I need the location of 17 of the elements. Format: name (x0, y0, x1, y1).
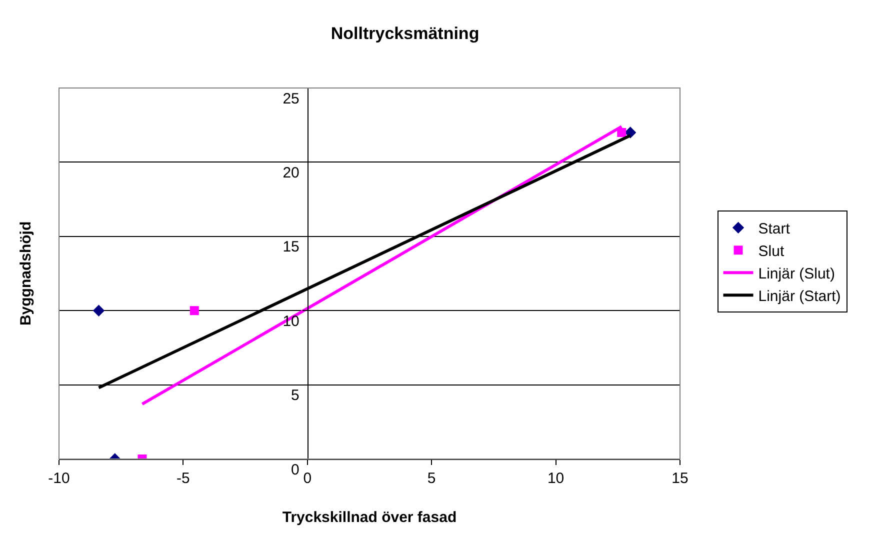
y-tick-label: 15 (282, 238, 300, 256)
x-tick-label: 5 (427, 470, 436, 487)
x-tick-label: 10 (547, 470, 564, 487)
legend-label: Slut (758, 243, 785, 260)
x-tick-label: -5 (176, 470, 190, 487)
x-tick-label: -10 (48, 470, 70, 487)
y-tick-label: 25 (282, 90, 300, 108)
y-tick-label: 20 (282, 164, 300, 182)
legend-label: Linjär (Slut) (758, 266, 835, 283)
legend-label: Linjär (Start) (758, 288, 841, 306)
x-tick-label: 0 (303, 470, 312, 487)
legend-label: Start (758, 220, 791, 238)
chart-title: Nolltrycksmätning (330, 24, 480, 43)
y-tick-label: 5 (291, 387, 300, 404)
x-tick-label: 15 (672, 470, 688, 487)
x-axis-title: Tryckskillnad över fasad (282, 509, 457, 526)
y-axis-title: Byggnadshöjd (18, 221, 35, 326)
